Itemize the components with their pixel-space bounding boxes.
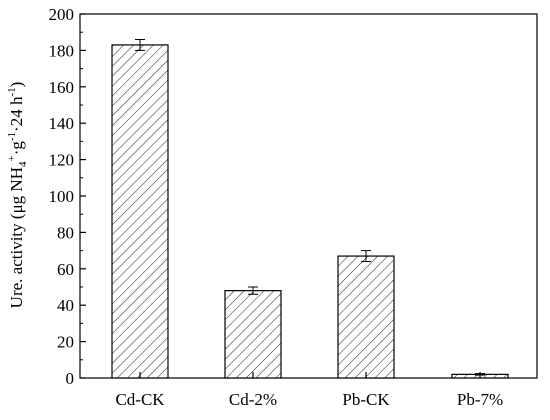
y-tick-label: 80 — [57, 223, 74, 242]
bar — [111, 44, 169, 379]
plot-area: 0 20 40 60 80 100 120 140 160 180 200 Cd-CK Cd-2% Pb-… — [49, 5, 538, 409]
x-tick-label: Cd-2% — [229, 390, 277, 409]
y-tick-label: 60 — [57, 260, 74, 279]
x-tick-label: Cd-CK — [115, 390, 165, 409]
y-tick-label: 160 — [49, 78, 75, 97]
bar — [224, 290, 282, 379]
y-tick-label: 200 — [49, 5, 75, 24]
y-tick-label: 100 — [49, 187, 75, 206]
y-tick-label: 120 — [49, 151, 75, 170]
bar — [337, 255, 395, 379]
y-axis-title: Ure. activity (μg NH4+·g-1·24 h-1) — [6, 82, 29, 309]
x-tick-label: Pb-CK — [342, 390, 390, 409]
y-tick-label: 140 — [49, 114, 75, 133]
y-tick-label: 20 — [57, 333, 74, 352]
x-tick-label: Pb-7% — [457, 390, 503, 409]
y-tick-label: 0 — [66, 369, 75, 388]
y-tick-label: 40 — [57, 296, 74, 315]
y-tick-label: 180 — [49, 41, 75, 60]
